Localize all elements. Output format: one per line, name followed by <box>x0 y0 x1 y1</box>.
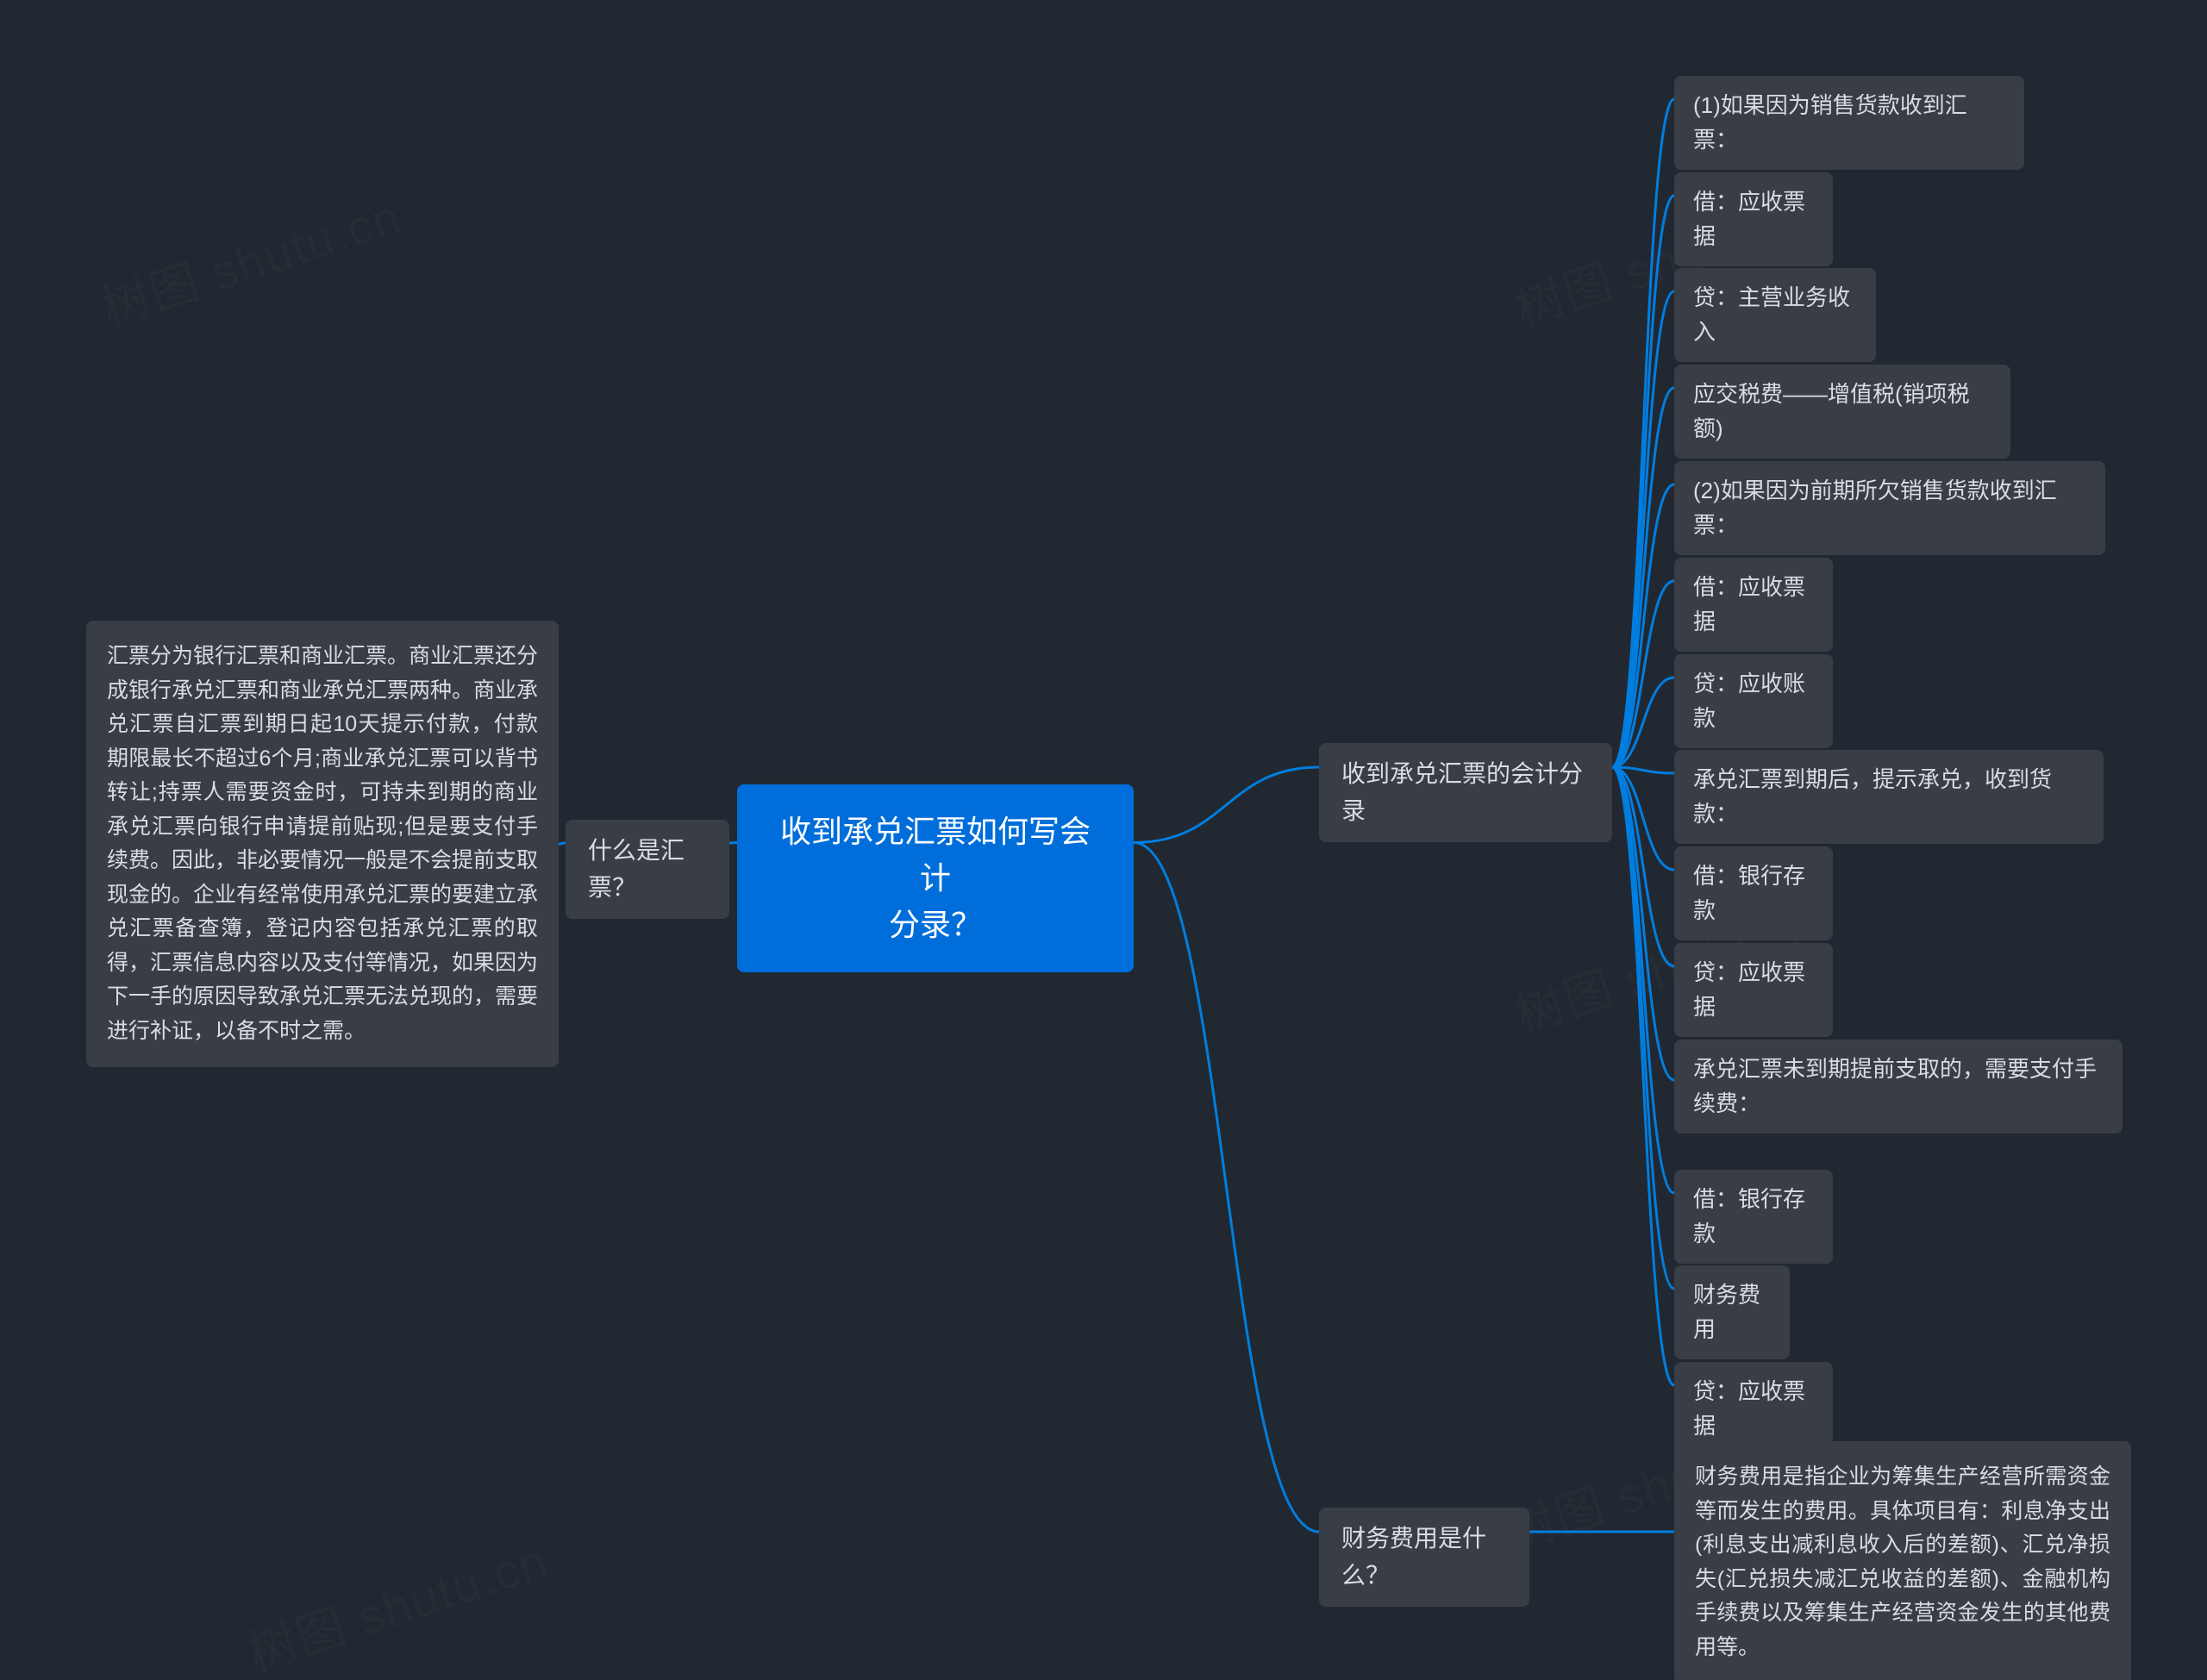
entry-text: 贷：应收票据 <box>1693 1374 1814 1444</box>
entry-text: 借：银行存款 <box>1693 1182 1814 1252</box>
detail-what-is-bill: 汇票分为银行汇票和商业汇票。商业汇票还分成银行承兑汇票和商业承兑汇票两种。商业承… <box>86 621 559 1067</box>
entry-item[interactable]: 贷：应收票据 <box>1674 943 1833 1037</box>
entry-text: 贷：应收账款 <box>1693 666 1814 736</box>
entry-text: 应交税费——增值税(销项税额) <box>1693 377 1991 447</box>
root-node[interactable]: 收到承兑汇票如何写会计 分录？ <box>737 784 1134 972</box>
branch-label: 收到承兑汇票的会计分录 <box>1341 755 1590 830</box>
entry-text: 承兑汇票到期后，提示承兑，收到货款： <box>1693 762 2085 832</box>
branch-financial-expense[interactable]: 财务费用是什么？ <box>1319 1508 1529 1607</box>
root-line2: 分录？ <box>889 907 982 942</box>
mindmap-canvas: 树图 shutu.cn树图 shutu.cn树图 shutu.cn树图 shut… <box>0 0 2207 1680</box>
entry-item[interactable]: 贷：主营业务收入 <box>1674 268 1876 362</box>
detail-financial-expense: 财务费用是指企业为筹集生产经营所需资金等而发生的费用。具体项目有：利息净支出(利… <box>1674 1441 2131 1680</box>
entry-item[interactable]: 承兑汇票到期后，提示承兑，收到货款： <box>1674 750 2104 844</box>
detail-text: 财务费用是指企业为筹集生产经营所需资金等而发生的费用。具体项目有：利息净支出(利… <box>1695 1460 2110 1664</box>
entry-item[interactable]: 借：应收票据 <box>1674 558 1833 652</box>
entry-text: 借：应收票据 <box>1693 570 1814 640</box>
entry-item[interactable]: 财务费用 <box>1674 1265 1790 1359</box>
detail-text: 汇票分为银行汇票和商业汇票。商业汇票还分成银行承兑汇票和商业承兑汇票两种。商业承… <box>107 640 538 1048</box>
entry-item[interactable]: 借：应收票据 <box>1674 172 1833 266</box>
entry-text: (1)如果因为销售货款收到汇票： <box>1693 88 2005 158</box>
branch-accounting-entries[interactable]: 收到承兑汇票的会计分录 <box>1319 743 1612 842</box>
entry-item[interactable]: 借：银行存款 <box>1674 846 1833 940</box>
entry-text: 财务费用 <box>1693 1277 1771 1347</box>
entry-item[interactable]: (2)如果因为前期所欠销售货款收到汇票： <box>1674 461 2105 555</box>
branch-what-is-bill[interactable]: 什么是汇票？ <box>566 820 729 919</box>
entry-item[interactable]: 贷：应收账款 <box>1674 654 1833 748</box>
branch-label: 财务费用是什么？ <box>1341 1520 1507 1595</box>
entry-item[interactable]: 借：银行存款 <box>1674 1170 1833 1264</box>
entry-text: 贷：应收票据 <box>1693 955 1814 1025</box>
entry-text: 承兑汇票未到期提前支取的，需要支付手续费： <box>1693 1052 2104 1121</box>
branch-label: 什么是汇票？ <box>588 832 707 907</box>
entry-item[interactable]: (1)如果因为销售货款收到汇票： <box>1674 76 2024 170</box>
entry-text: 借：银行存款 <box>1693 859 1814 928</box>
entry-item[interactable]: 承兑汇票未到期提前支取的，需要支付手续费： <box>1674 1040 2123 1134</box>
root-line1: 收到承兑汇票如何写会计 <box>780 814 1091 896</box>
entry-text: 借：应收票据 <box>1693 184 1814 254</box>
entry-text: 贷：主营业务收入 <box>1693 280 1857 350</box>
entry-text: (2)如果因为前期所欠销售货款收到汇票： <box>1693 473 2086 543</box>
entry-item[interactable]: 应交税费——增值税(销项税额) <box>1674 365 2010 459</box>
